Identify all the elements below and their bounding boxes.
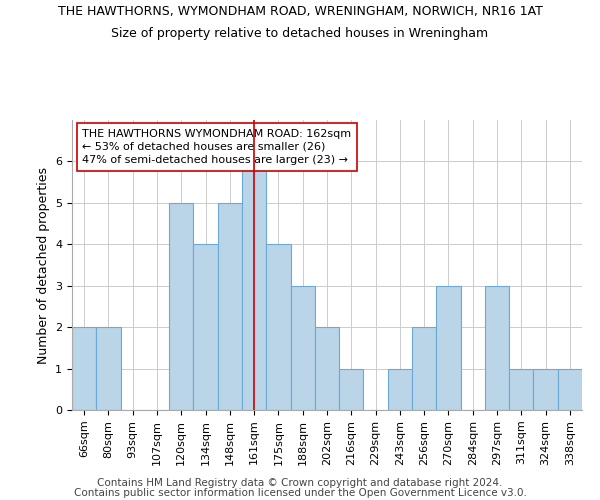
Text: Contains HM Land Registry data © Crown copyright and database right 2024.: Contains HM Land Registry data © Crown c…	[97, 478, 503, 488]
Text: THE HAWTHORNS, WYMONDHAM ROAD, WRENINGHAM, NORWICH, NR16 1AT: THE HAWTHORNS, WYMONDHAM ROAD, WRENINGHA…	[58, 5, 542, 18]
Bar	[72, 327, 96, 410]
Bar	[315, 327, 339, 410]
Bar	[169, 203, 193, 410]
Bar	[242, 162, 266, 410]
Text: Contains public sector information licensed under the Open Government Licence v3: Contains public sector information licen…	[74, 488, 526, 498]
Bar	[412, 327, 436, 410]
Bar	[436, 286, 461, 410]
Bar	[485, 286, 509, 410]
Text: Size of property relative to detached houses in Wreningham: Size of property relative to detached ho…	[112, 28, 488, 40]
Bar	[533, 368, 558, 410]
Bar	[388, 368, 412, 410]
Bar	[193, 244, 218, 410]
Bar	[266, 244, 290, 410]
Bar	[339, 368, 364, 410]
Bar	[218, 203, 242, 410]
Bar	[290, 286, 315, 410]
Y-axis label: Number of detached properties: Number of detached properties	[37, 166, 50, 364]
Bar	[509, 368, 533, 410]
Text: THE HAWTHORNS WYMONDHAM ROAD: 162sqm
← 53% of detached houses are smaller (26)
4: THE HAWTHORNS WYMONDHAM ROAD: 162sqm ← 5…	[82, 128, 352, 165]
Bar	[558, 368, 582, 410]
Bar	[96, 327, 121, 410]
